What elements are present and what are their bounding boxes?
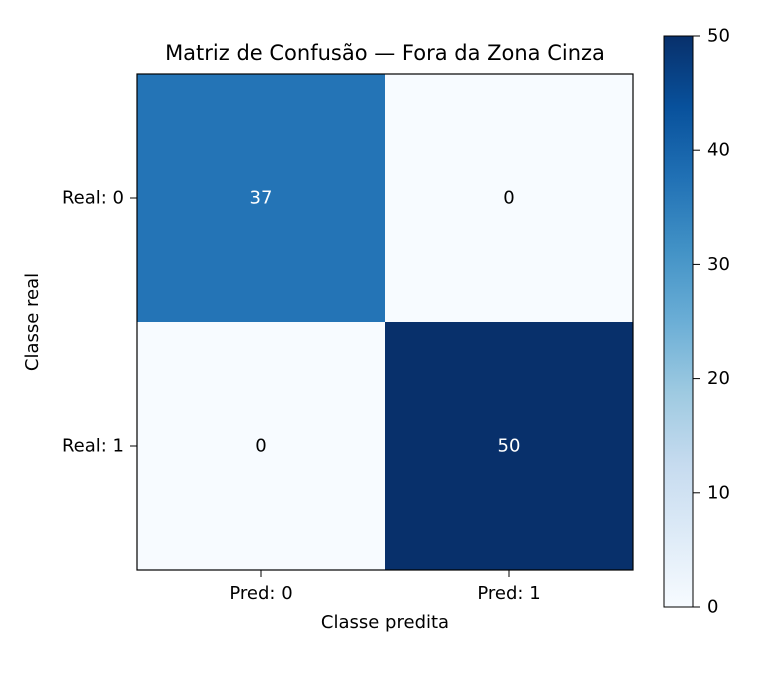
x-axis-ticks: Pred: 0 Pred: 1 — [229, 570, 540, 604]
x-tick-label: Pred: 0 — [229, 583, 292, 604]
colorbar — [664, 36, 693, 607]
colorbar-tick-label: 30 — [707, 254, 730, 275]
x-tick-label: Pred: 1 — [477, 583, 540, 604]
colorbar-tick-label: 10 — [707, 482, 730, 503]
cell-value-r0-c1: 0 — [503, 188, 514, 209]
y-axis-label: Classe real — [22, 273, 43, 371]
colorbar-tick-label: 0 — [707, 597, 718, 618]
y-tick-label: Real: 1 — [62, 436, 124, 457]
chart-title: Matriz de Confusão — Fora da Zona Cinza — [165, 41, 605, 65]
colorbar-tick-label: 20 — [707, 368, 730, 389]
cell-value-r0-c0: 37 — [250, 188, 273, 209]
colorbar-tick-label: 50 — [707, 26, 730, 47]
x-axis-label: Classe predita — [321, 612, 449, 633]
cell-value-r1-c0: 0 — [255, 436, 266, 457]
heatmap-cells — [137, 74, 633, 570]
colorbar-tick-label: 40 — [707, 140, 730, 161]
cell-value-r1-c1: 50 — [498, 436, 521, 457]
colorbar-ticks: 0 10 20 30 40 50 — [693, 26, 730, 618]
y-axis-ticks: Real: 0 Real: 1 — [62, 188, 137, 457]
y-tick-label: Real: 0 — [62, 188, 124, 209]
